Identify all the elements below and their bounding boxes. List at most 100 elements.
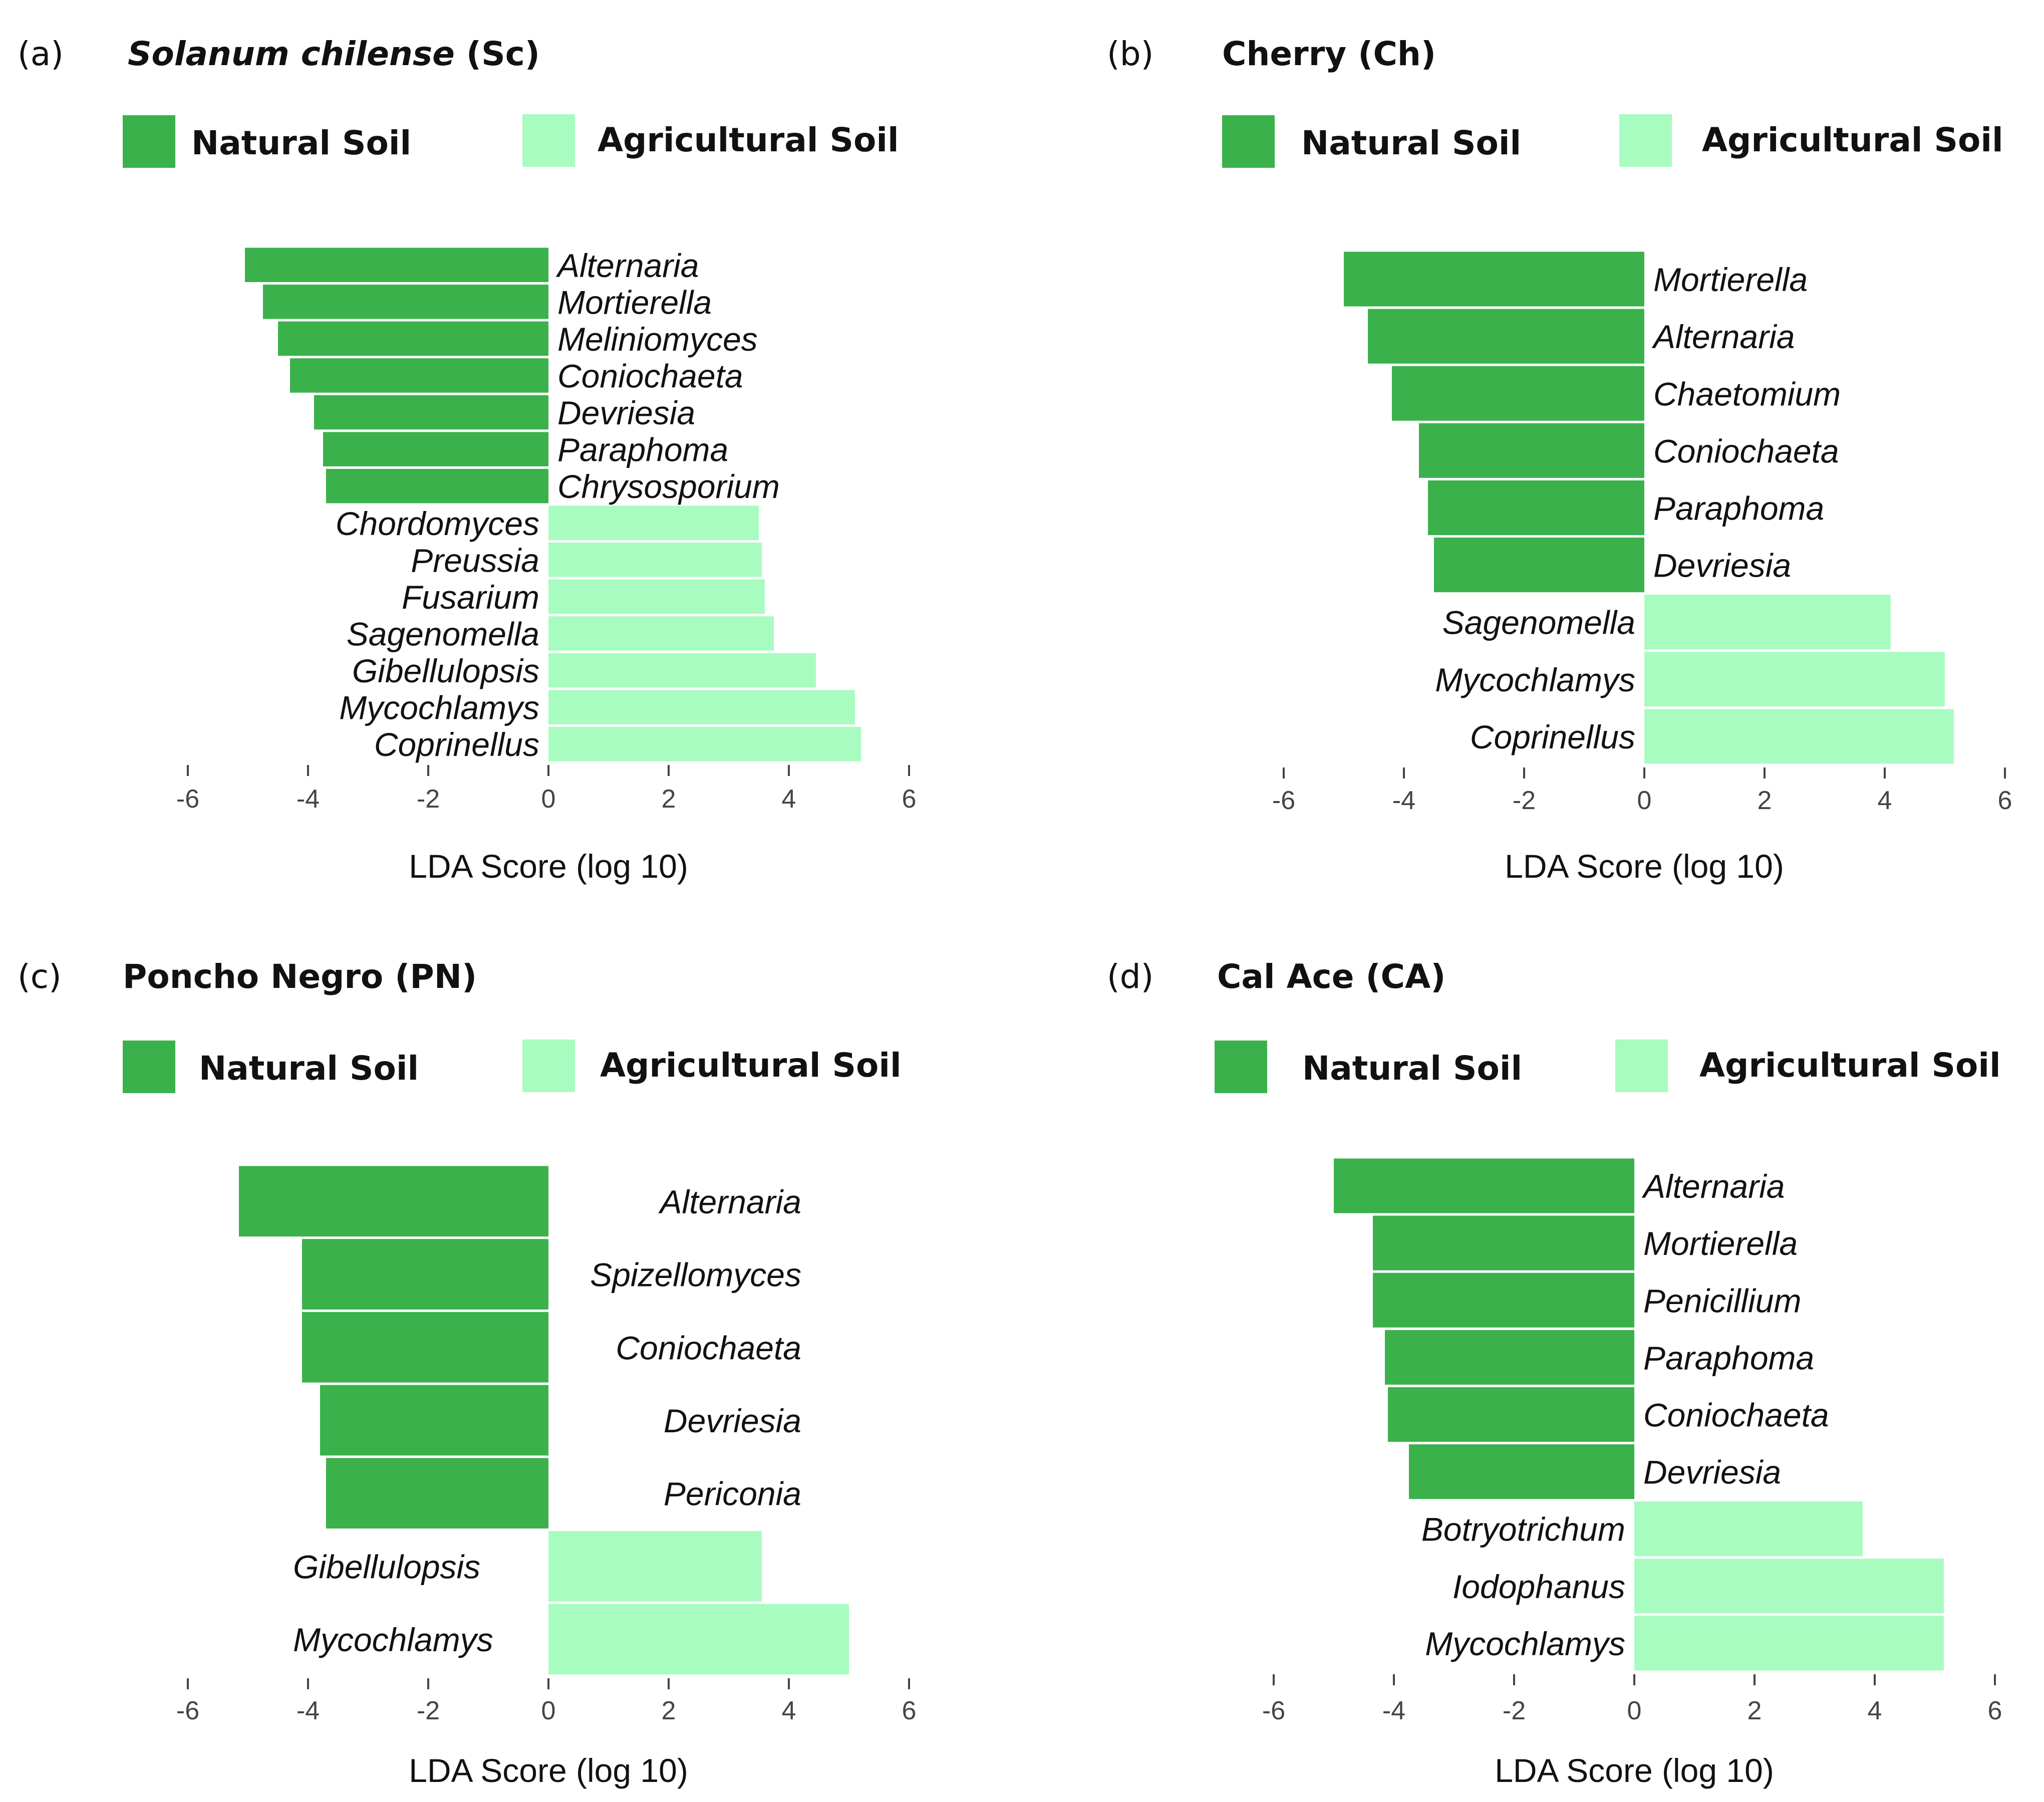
panel-title-italic: Solanum chilense [128, 35, 455, 73]
panel-letter: (c) [18, 957, 62, 996]
x-tick-label: 6 [1988, 1696, 2002, 1725]
bar-label: Chaetomium [1653, 375, 1841, 412]
legend-swatch-natural [1215, 1041, 1267, 1093]
bar-agricultural [1634, 1559, 1944, 1614]
bar-label: Paraphoma [557, 431, 728, 468]
panel-title-text: Poncho Negro (PN) [123, 957, 477, 996]
bar-agricultural [548, 1604, 849, 1675]
bar-natural [1428, 480, 1644, 536]
legend-label-natural: Natural Soil [1302, 1049, 1522, 1088]
bar-natural [314, 395, 548, 430]
x-tick-label: -6 [1272, 786, 1295, 815]
bar-label: Penicillium [1643, 1282, 1801, 1319]
chart-panel: (b) Cherry (Ch) Natural Soil Agricultural S… [1107, 35, 2012, 885]
x-tick-label: -6 [1262, 1696, 1285, 1725]
panel-letter: (d) [1107, 957, 1153, 996]
bar-label: Devriesia [557, 394, 695, 431]
x-tick-label: -2 [417, 1696, 440, 1725]
bar-label: Sagenomella [347, 616, 539, 653]
x-tick-label: 4 [782, 785, 796, 814]
bar-label: Mycochlamys [1435, 661, 1635, 698]
x-tick-label: 2 [1758, 786, 1772, 815]
x-tick-label: 0 [1627, 1696, 1642, 1725]
bar-natural [1392, 366, 1644, 421]
x-tick-label: -2 [417, 785, 440, 814]
bar-agricultural [548, 690, 855, 724]
legend-swatch-natural [123, 1041, 175, 1093]
bar-label: Alternaria [1641, 1168, 1785, 1205]
bar-label: Coprinellus [1470, 718, 1635, 755]
panel-letter: (b) [1107, 35, 1153, 73]
bar-natural [1373, 1215, 1634, 1270]
bar-label: Iodophanus [1452, 1568, 1625, 1605]
bar-natural [290, 358, 548, 393]
x-tick-label: 0 [541, 785, 556, 814]
x-axis-title: LDA Score (log 10) [409, 848, 688, 885]
x-tick-label: -4 [1382, 1696, 1405, 1725]
bar-label: Coniochaeta [1643, 1397, 1829, 1434]
bar-natural [239, 1166, 548, 1237]
bar-label: Botryotrichum [1421, 1511, 1625, 1548]
x-tick-label: 0 [541, 1696, 556, 1725]
bar-natural [1368, 309, 1644, 364]
x-tick-label: 4 [1878, 786, 1892, 815]
chart-panel: (d) Cal Ace (CA) Natural Soil Agricultural … [1107, 957, 2002, 1789]
bar-label: Devriesia [664, 1402, 801, 1439]
bar-label: Gibellulopsis [352, 652, 539, 689]
legend-swatch-agricultural [522, 1040, 575, 1092]
bar-agricultural [1634, 1616, 1944, 1671]
x-tick-label: 6 [1998, 786, 2012, 815]
legend-label-natural: Natural Soil [191, 124, 411, 162]
bar-agricultural [1644, 709, 1954, 764]
bar-label: Preussia [411, 542, 539, 579]
bar-natural [1434, 538, 1644, 593]
legend-swatch-natural [123, 115, 175, 168]
bar-natural [302, 1239, 548, 1310]
x-tick-label: -2 [1503, 1696, 1526, 1725]
bar-label: Mycochlamys [293, 1621, 493, 1658]
bar-label: Chordomyces [336, 505, 539, 542]
panel-title-text: Cal Ace (CA) [1217, 957, 1445, 996]
bar-label: Coniochaeta [616, 1329, 801, 1366]
bar-natural [263, 285, 548, 319]
panel-title: Cherry (Ch) [1222, 35, 1436, 73]
bar-label: Alternaria [1651, 318, 1795, 355]
bar-label: Mortierella [557, 284, 712, 321]
bar-agricultural [548, 505, 759, 541]
bar-label: Periconia [664, 1475, 801, 1512]
bar-natural [1385, 1330, 1634, 1385]
bar-agricultural [1644, 652, 1945, 707]
bar-natural [1419, 423, 1644, 478]
bar-agricultural [1634, 1501, 1863, 1557]
bar-label: Sagenomella [1442, 604, 1635, 641]
x-tick-label: 4 [782, 1696, 796, 1725]
x-tick-label: -4 [1392, 786, 1415, 815]
panel-title: Poncho Negro (PN) [123, 957, 477, 996]
bar-label: Coniochaeta [557, 358, 743, 395]
panel-title: Solanum chilense (Sc) [128, 35, 540, 73]
legend-label-agricultural: Agricultural Soil [1702, 121, 2003, 159]
x-axis-title: LDA Score (log 10) [1505, 848, 1784, 885]
bar-agricultural [548, 726, 861, 761]
bar-label: Coprinellus [374, 726, 539, 763]
bar-natural [320, 1385, 548, 1456]
bar-natural [302, 1312, 548, 1383]
x-axis-title: LDA Score (log 10) [1495, 1752, 1774, 1789]
chart-panel: (c) Poncho Negro (PN) Natural Soil Agricult… [18, 957, 916, 1789]
x-tick-label: 6 [902, 1696, 917, 1725]
x-axis-title: LDA Score (log 10) [409, 1752, 688, 1789]
bar-natural [1334, 1158, 1634, 1213]
x-tick-label: 6 [902, 785, 917, 814]
x-tick-label: 4 [1868, 1696, 1882, 1725]
bar-natural [1344, 251, 1644, 307]
bar-natural [245, 247, 548, 283]
bar-label: Paraphoma [1653, 490, 1824, 527]
bar-label: Devriesia [1653, 547, 1791, 584]
x-tick-label: -4 [297, 785, 320, 814]
bar-label: Fusarium [402, 579, 539, 616]
bar-label: Devriesia [1643, 1454, 1781, 1491]
legend-label-natural: Natural Soil [1301, 124, 1521, 162]
legend-label-agricultural: Agricultural Soil [598, 121, 899, 159]
bar-natural [1373, 1272, 1634, 1328]
x-tick-label: -2 [1513, 786, 1536, 815]
